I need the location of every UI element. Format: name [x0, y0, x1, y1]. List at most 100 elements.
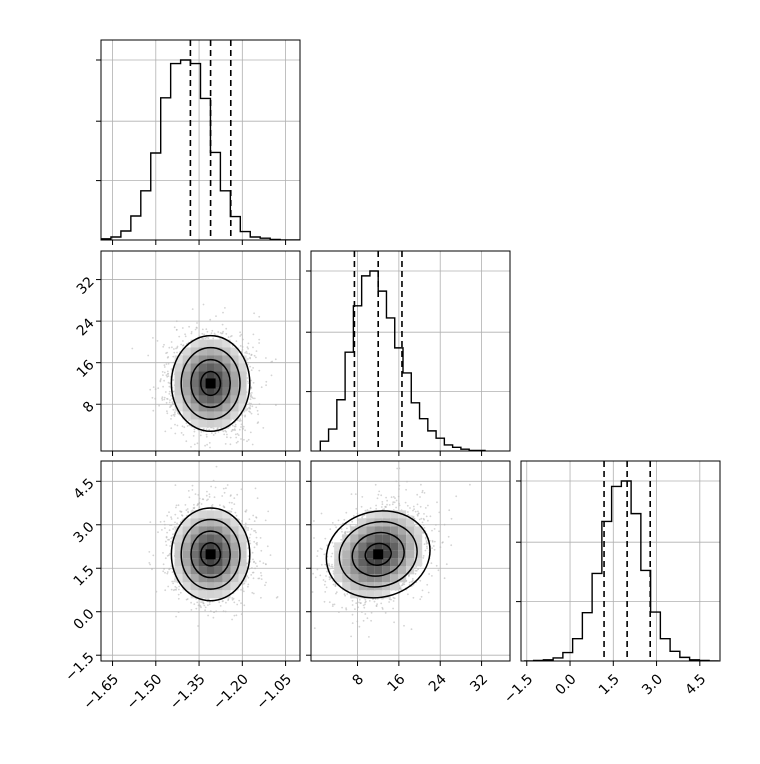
- scatter-point: [174, 522, 176, 524]
- scatter-point: [197, 442, 199, 444]
- scatter-point: [265, 381, 267, 383]
- scatter-point: [407, 505, 409, 507]
- scatter-point: [215, 610, 217, 612]
- scatter-point: [265, 357, 267, 359]
- scatter-point: [241, 488, 243, 490]
- density-cell: [207, 534, 215, 542]
- scatter-point: [203, 603, 205, 605]
- scatter-point: [166, 532, 168, 534]
- scatter-point: [201, 503, 203, 505]
- scatter-point: [195, 329, 197, 331]
- scatter-point: [209, 447, 211, 449]
- scatter-point: [175, 589, 177, 591]
- scatter-point: [193, 435, 195, 437]
- scatter-point: [235, 437, 237, 439]
- scatter-point: [201, 333, 203, 335]
- scatter-point: [196, 602, 198, 604]
- scatter-point: [265, 582, 267, 584]
- scatter-point: [169, 545, 171, 547]
- scatter-point: [171, 415, 173, 417]
- histogram-step: [101, 60, 300, 240]
- density-cell: [215, 550, 223, 558]
- scatter-point: [258, 370, 260, 372]
- scatter-point: [200, 435, 202, 437]
- scatter-point: [209, 603, 211, 605]
- scatter-point: [250, 432, 252, 434]
- scatter-point: [213, 434, 215, 436]
- scatter-point: [275, 404, 277, 406]
- scatter-point: [252, 572, 254, 574]
- scatter-point: [182, 340, 184, 342]
- scatter-point: [164, 397, 166, 399]
- scatter-point: [225, 333, 227, 335]
- scatter-point: [208, 337, 210, 339]
- scatter-point: [241, 613, 243, 615]
- scatter-point: [246, 352, 248, 354]
- scatter-point: [171, 589, 173, 591]
- scatter-point: [164, 524, 166, 526]
- scatter-point: [332, 522, 334, 524]
- scatter-point: [181, 511, 183, 513]
- scatter-point: [207, 331, 209, 333]
- scatter-point: [172, 403, 174, 405]
- scatter-point: [328, 565, 330, 567]
- scatter-point: [178, 598, 180, 600]
- scatter-point: [251, 405, 253, 407]
- density-cell: [207, 510, 215, 518]
- scatter-point: [173, 348, 175, 350]
- scatter-point: [162, 396, 164, 398]
- scatter-point: [231, 335, 233, 337]
- scatter-point: [185, 504, 187, 506]
- scatter-point: [257, 413, 259, 415]
- scatter-point: [164, 572, 166, 574]
- scatter-point: [209, 319, 211, 321]
- scatter-point: [175, 507, 177, 509]
- scatter-point: [174, 433, 176, 435]
- scatter-point: [357, 513, 359, 515]
- scatter-point: [242, 587, 244, 589]
- scatter-point: [176, 505, 178, 507]
- density-cell: [199, 419, 207, 427]
- scatter-point: [226, 434, 228, 436]
- scatter-point: [162, 570, 164, 572]
- scatter-point: [168, 554, 170, 556]
- scatter-point: [264, 584, 266, 586]
- scatter-point: [253, 593, 255, 595]
- scatter-point: [189, 496, 191, 498]
- scatter-point: [164, 589, 166, 591]
- scatter-point: [212, 338, 214, 340]
- scatter-point: [162, 552, 164, 554]
- scatter-point: [170, 418, 172, 420]
- scatter-point: [247, 408, 249, 410]
- scatter-point: [225, 431, 227, 433]
- density-cell: [199, 550, 207, 558]
- scatter-point: [230, 511, 232, 513]
- scatter-point: [238, 600, 240, 602]
- scatter-point: [168, 393, 170, 395]
- scatter-point: [172, 583, 174, 585]
- scatter-point: [200, 431, 202, 433]
- scatter-point: [185, 336, 187, 338]
- scatter-point: [253, 382, 255, 384]
- scatter-point: [231, 597, 233, 599]
- scatter-point: [211, 332, 213, 334]
- scatter-point: [249, 366, 251, 368]
- scatter-point: [175, 484, 177, 486]
- density-peak: [206, 378, 216, 388]
- scatter-point: [248, 353, 250, 355]
- scatter-point: [149, 521, 151, 523]
- y-tick-label: 3.0: [71, 519, 98, 546]
- scatter-point: [177, 517, 179, 519]
- scatter-point: [359, 626, 361, 628]
- scatter-point: [251, 369, 253, 371]
- x-tick-label: −1.35: [167, 671, 209, 713]
- density-cell: [215, 590, 223, 598]
- scatter-point: [256, 350, 258, 352]
- scatter-point: [250, 403, 252, 405]
- scatter-point: [234, 429, 236, 431]
- scatter-point: [444, 577, 446, 579]
- scatter-point: [193, 603, 195, 605]
- scatter-point: [193, 504, 195, 506]
